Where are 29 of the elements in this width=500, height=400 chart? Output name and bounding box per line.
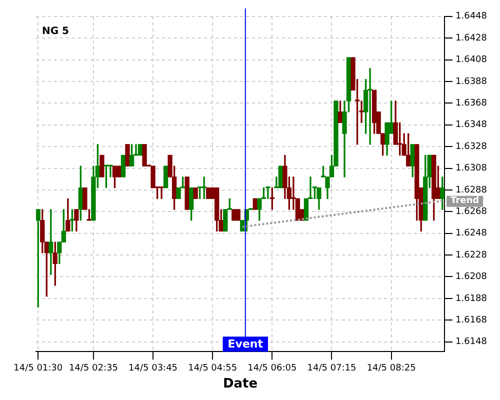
y-tick-label: 1.6408 xyxy=(456,55,488,66)
y-tick-label: 1.6188 xyxy=(456,294,488,304)
x-tick-label: 14/5 01:30 xyxy=(14,363,63,374)
y-tick-label: 1.6228 xyxy=(456,250,488,260)
y-tick-label: 1.6388 xyxy=(456,76,488,87)
y-tick-label: 1.6308 xyxy=(456,164,488,174)
candlestick xyxy=(108,164,113,178)
y-tick-label: 1.6428 xyxy=(456,33,488,44)
y-tick-label: 1.6448 xyxy=(456,12,488,22)
y-tick-label: 1.6248 xyxy=(456,228,488,239)
x-tick-label: 14/5 03:45 xyxy=(128,363,178,374)
x-axis-title: Date xyxy=(222,376,258,392)
candlestick xyxy=(368,68,372,145)
x-tick-label: 14/5 02:35 xyxy=(68,363,118,374)
x-tick-label: 14/5 04:55 xyxy=(188,363,238,374)
annotation: Event xyxy=(228,337,263,350)
y-tick-label: 1.6348 xyxy=(456,120,488,130)
y-tick-label: 1.6368 xyxy=(456,98,488,109)
x-tick-label: 14/5 08:25 xyxy=(366,363,416,374)
y-tick-label: 1.6168 xyxy=(456,315,488,326)
x-tick-label: 14/5 07:15 xyxy=(307,363,356,374)
x-tick-label: 14/5 06:05 xyxy=(248,363,297,374)
y-tick-label: 1.6288 xyxy=(456,185,488,196)
series-label: Trend xyxy=(450,196,480,206)
y-tick-label: 1.6328 xyxy=(456,142,488,152)
y-tick-label: 1.6268 xyxy=(456,207,488,218)
text: NG 5 xyxy=(42,26,70,37)
y-tick-label: 1.6208 xyxy=(456,272,488,282)
y-tick-label: 1.6148 xyxy=(456,337,488,348)
